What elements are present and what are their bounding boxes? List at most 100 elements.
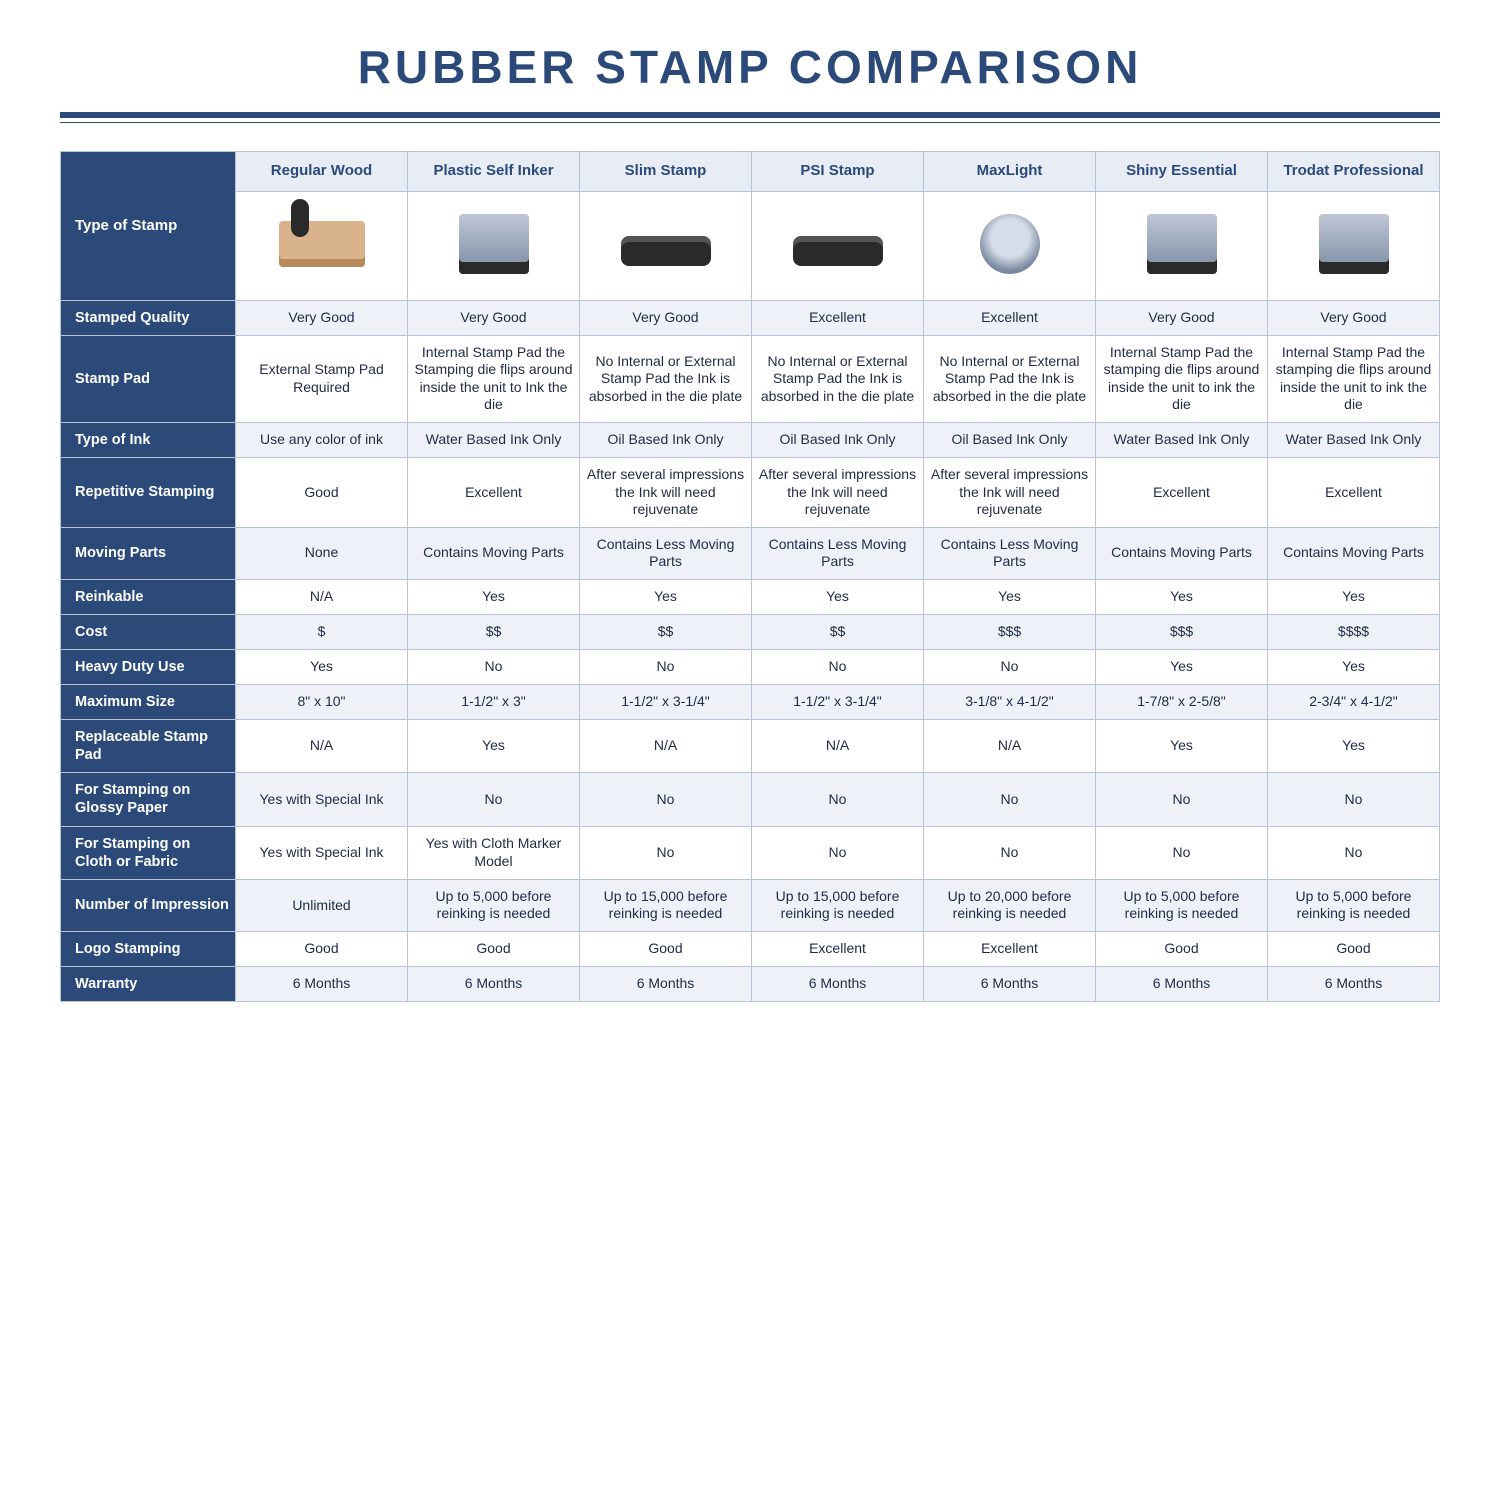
table-cell: Up to 5,000 before reinking is needed bbox=[408, 879, 580, 931]
table-row: Repetitive StampingGoodExcellentAfter se… bbox=[61, 458, 1440, 528]
table-cell: 1-1/2" x 3-1/4" bbox=[580, 684, 752, 719]
table-cell: Yes with Cloth Marker Model bbox=[408, 826, 580, 879]
table-cell: Oil Based Ink Only bbox=[580, 422, 752, 457]
table-cell: Very Good bbox=[580, 300, 752, 335]
table-cell: N/A bbox=[924, 720, 1096, 773]
stamp-icon bbox=[793, 236, 883, 266]
table-cell: Yes bbox=[752, 579, 924, 614]
table-cell: Yes with Special Ink bbox=[236, 826, 408, 879]
stamp-icon bbox=[459, 214, 529, 274]
table-cell: Good bbox=[236, 931, 408, 966]
table-cell: No Internal or External Stamp Pad the In… bbox=[752, 335, 924, 422]
table-cell: No bbox=[924, 649, 1096, 684]
title-underline-thin bbox=[60, 122, 1440, 123]
table-cell: N/A bbox=[236, 579, 408, 614]
table-row: Moving PartsNoneContains Moving PartsCon… bbox=[61, 527, 1440, 579]
table-cell: No bbox=[924, 826, 1096, 879]
table-row: Maximum Size8" x 10"1-1/2" x 3"1-1/2" x … bbox=[61, 684, 1440, 719]
product-image-cell bbox=[1096, 191, 1268, 300]
row-header: Stamp Pad bbox=[61, 335, 236, 422]
table-cell: Good bbox=[580, 931, 752, 966]
table-cell: No bbox=[580, 649, 752, 684]
table-body: Stamped QualityVery GoodVery GoodVery Go… bbox=[61, 300, 1440, 1001]
row-header: Logo Stamping bbox=[61, 931, 236, 966]
table-head: Type of Stamp Regular Wood Plastic Self … bbox=[61, 152, 1440, 301]
table-row: Stamped QualityVery GoodVery GoodVery Go… bbox=[61, 300, 1440, 335]
table-row: Logo StampingGoodGoodGoodExcellentExcell… bbox=[61, 931, 1440, 966]
table-cell: No bbox=[580, 773, 752, 826]
table-cell: Yes bbox=[1268, 579, 1440, 614]
table-cell: Oil Based Ink Only bbox=[924, 422, 1096, 457]
table-row: Number of ImpressionUnlimitedUp to 5,000… bbox=[61, 879, 1440, 931]
table-cell: Contains Moving Parts bbox=[408, 527, 580, 579]
table-cell: After several impressions the Ink will n… bbox=[752, 458, 924, 528]
table-cell: $ bbox=[236, 614, 408, 649]
row-header: Stamped Quality bbox=[61, 300, 236, 335]
table-cell: Very Good bbox=[236, 300, 408, 335]
table-cell: No bbox=[924, 773, 1096, 826]
table-cell: None bbox=[236, 527, 408, 579]
row-header: For Stamping on Glossy Paper bbox=[61, 773, 236, 826]
title-underline bbox=[60, 112, 1440, 118]
table-cell: $$ bbox=[580, 614, 752, 649]
page: RUBBER STAMP COMPARISON Type of Stamp Re… bbox=[0, 0, 1500, 1500]
table-cell: Excellent bbox=[752, 931, 924, 966]
table-cell: N/A bbox=[236, 720, 408, 773]
stamp-icon bbox=[1147, 214, 1217, 274]
table-row: Warranty6 Months6 Months6 Months6 Months… bbox=[61, 966, 1440, 1001]
table-cell: Very Good bbox=[408, 300, 580, 335]
table-cell: Good bbox=[1096, 931, 1268, 966]
col-header: PSI Stamp bbox=[752, 152, 924, 192]
table-cell: Internal Stamp Pad the stamping die flip… bbox=[1096, 335, 1268, 422]
table-cell: 8" x 10" bbox=[236, 684, 408, 719]
table-cell: Yes bbox=[924, 579, 1096, 614]
table-cell: External Stamp Pad Required bbox=[236, 335, 408, 422]
table-cell: Contains Moving Parts bbox=[1096, 527, 1268, 579]
row-header: Type of Ink bbox=[61, 422, 236, 457]
table-cell: Contains Less Moving Parts bbox=[924, 527, 1096, 579]
table-cell: Up to 5,000 before reinking is needed bbox=[1096, 879, 1268, 931]
stamp-icon bbox=[1319, 214, 1389, 274]
table-cell: Up to 20,000 before reinking is needed bbox=[924, 879, 1096, 931]
table-cell: Water Based Ink Only bbox=[408, 422, 580, 457]
table-cell: 6 Months bbox=[236, 966, 408, 1001]
table-cell: No Internal or External Stamp Pad the In… bbox=[924, 335, 1096, 422]
table-cell: N/A bbox=[580, 720, 752, 773]
image-row bbox=[61, 191, 1440, 300]
table-cell: Yes bbox=[1096, 579, 1268, 614]
table-cell: N/A bbox=[752, 720, 924, 773]
table-cell: Yes bbox=[408, 720, 580, 773]
table-cell: No bbox=[752, 649, 924, 684]
table-cell: Good bbox=[408, 931, 580, 966]
table-cell: $$$$ bbox=[1268, 614, 1440, 649]
table-cell: Yes bbox=[1096, 649, 1268, 684]
table-cell: 1-7/8" x 2-5/8" bbox=[1096, 684, 1268, 719]
table-cell: Internal Stamp Pad the Stamping die flip… bbox=[408, 335, 580, 422]
col-header: Regular Wood bbox=[236, 152, 408, 192]
row-header: Moving Parts bbox=[61, 527, 236, 579]
table-cell: Yes bbox=[408, 579, 580, 614]
product-image-cell bbox=[236, 191, 408, 300]
table-row: Stamp PadExternal Stamp Pad RequiredInte… bbox=[61, 335, 1440, 422]
table-cell: Water Based Ink Only bbox=[1096, 422, 1268, 457]
product-image-cell bbox=[580, 191, 752, 300]
table-cell: Yes bbox=[236, 649, 408, 684]
table-cell: Excellent bbox=[924, 931, 1096, 966]
table-row: Heavy Duty UseYesNoNoNoNoYesYes bbox=[61, 649, 1440, 684]
table-cell: Yes bbox=[1096, 720, 1268, 773]
table-cell: 1-1/2" x 3" bbox=[408, 684, 580, 719]
table-cell: Yes bbox=[1268, 649, 1440, 684]
table-cell: Contains Moving Parts bbox=[1268, 527, 1440, 579]
table-cell: 6 Months bbox=[1096, 966, 1268, 1001]
stamp-icon bbox=[980, 214, 1040, 274]
product-image-cell bbox=[1268, 191, 1440, 300]
table-row: Type of InkUse any color of inkWater Bas… bbox=[61, 422, 1440, 457]
product-image-cell bbox=[924, 191, 1096, 300]
row-header: Warranty bbox=[61, 966, 236, 1001]
table-cell: 1-1/2" x 3-1/4" bbox=[752, 684, 924, 719]
table-cell: Contains Less Moving Parts bbox=[580, 527, 752, 579]
table-row: ReinkableN/AYesYesYesYesYesYes bbox=[61, 579, 1440, 614]
table-cell: Internal Stamp Pad the stamping die flip… bbox=[1268, 335, 1440, 422]
row-header: For Stamping on Cloth or Fabric bbox=[61, 826, 236, 879]
table-cell: Very Good bbox=[1096, 300, 1268, 335]
